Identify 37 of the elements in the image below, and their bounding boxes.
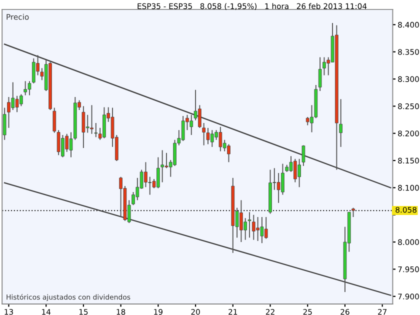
candlestick <box>264 216 268 240</box>
candlestick <box>52 107 56 134</box>
candlestick <box>293 158 297 183</box>
candlestick <box>198 104 202 128</box>
candlestick <box>206 127 210 145</box>
candlestick <box>218 126 222 152</box>
candlestick <box>190 114 194 136</box>
candlestick <box>276 172 280 204</box>
candlestick <box>15 95 19 113</box>
candlestick <box>94 122 98 138</box>
candlestick <box>2 107 6 140</box>
candlestick <box>20 94 23 107</box>
candlestick <box>144 162 148 188</box>
candlestick <box>164 152 168 169</box>
candlestick <box>86 114 90 134</box>
candlestick <box>11 82 15 110</box>
candlestick <box>61 134 64 158</box>
candlestick <box>56 130 60 156</box>
candlestick <box>7 96 10 128</box>
candlestick <box>339 98 342 148</box>
candlestick <box>252 214 256 240</box>
candlestick <box>102 106 106 139</box>
candlestick <box>82 106 86 149</box>
candlestick <box>318 56 322 92</box>
candlestick <box>181 115 185 142</box>
candlestick <box>90 104 94 134</box>
candlestick <box>173 139 176 166</box>
candlestick <box>352 207 355 218</box>
candlestick <box>240 200 243 243</box>
candlestick <box>281 163 284 196</box>
candlestick <box>260 216 264 244</box>
candlestick <box>210 130 214 148</box>
candlestick <box>248 212 252 238</box>
candlestick <box>65 133 69 152</box>
candlestick <box>227 144 230 163</box>
candlestick <box>256 216 260 242</box>
candlestick <box>24 80 28 96</box>
